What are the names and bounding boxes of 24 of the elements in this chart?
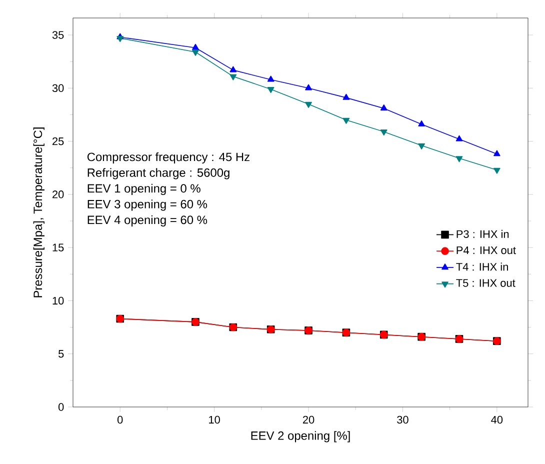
annotation: EEV 1 opening = 0 % bbox=[88, 184, 200, 196]
x-tick-label: 30 bbox=[397, 416, 408, 424]
x-tick-label: 10 bbox=[209, 416, 220, 424]
annotation: EEV 4 opening = 60 % bbox=[88, 215, 208, 226]
y-tick-label: 25 bbox=[52, 137, 64, 146]
y-tick-label: 20 bbox=[52, 190, 64, 198]
legend-label: T5 : IHX out bbox=[456, 279, 516, 287]
y-tick-label: 35 bbox=[52, 31, 64, 39]
x-tick-label: 20 bbox=[302, 416, 314, 424]
annotation: Refrigerant charge : 5600g bbox=[88, 168, 230, 180]
y-tick-label: 30 bbox=[52, 84, 64, 92]
y-tick-label: 15 bbox=[52, 244, 64, 252]
y-tick-label: 0 bbox=[58, 403, 64, 411]
annotation: Compressor frequency : 45 Hz bbox=[87, 152, 250, 164]
annotation: EEV 3 opening = 60 % bbox=[88, 200, 208, 211]
legend-label: T4 : IHX in bbox=[456, 262, 508, 271]
x-tick-label: 40 bbox=[491, 416, 503, 424]
y-tick-label: 10 bbox=[52, 296, 64, 305]
x-tick-label: 0 bbox=[117, 416, 123, 424]
x-axis-title: EEV 2 opening [%] bbox=[251, 431, 350, 442]
legend-label: P4 : IHX out bbox=[456, 246, 516, 254]
y-axis-title: Pressure[Mpa], Temperature[°C] bbox=[33, 128, 44, 298]
y-tick-label: 5 bbox=[58, 350, 64, 358]
legend-label: P3 : IHX in bbox=[456, 230, 509, 238]
